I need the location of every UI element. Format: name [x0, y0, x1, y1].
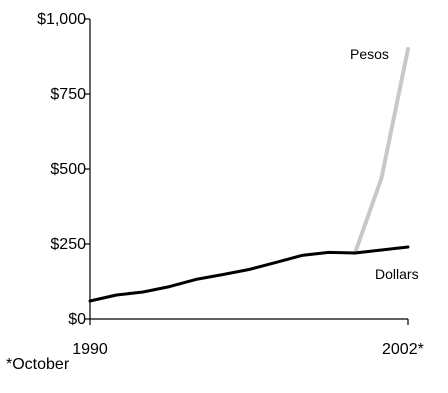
series-label-dollars: Dollars [375, 266, 419, 282]
series-label-pesos: Pesos [350, 46, 389, 62]
series-line-pesos [353, 47, 410, 255]
y-tick-label: $1,000 [37, 11, 86, 28]
axes: $0 $250 $500 $750 $1,000 1990 2002* [37, 11, 424, 358]
y-tick-label: $750 [50, 86, 86, 103]
x-tick-label: 1990 [72, 341, 108, 358]
y-tick-label: $0 [68, 311, 86, 328]
y-tick-label: $500 [50, 161, 86, 178]
y-tick-label: $250 [50, 236, 86, 253]
series-layer [88, 47, 410, 303]
label-layer: Pesos Dollars [350, 46, 419, 282]
footnote: *October [6, 356, 70, 373]
x-tick-label: 2002* [382, 341, 424, 358]
series-line-dollars [88, 245, 410, 303]
